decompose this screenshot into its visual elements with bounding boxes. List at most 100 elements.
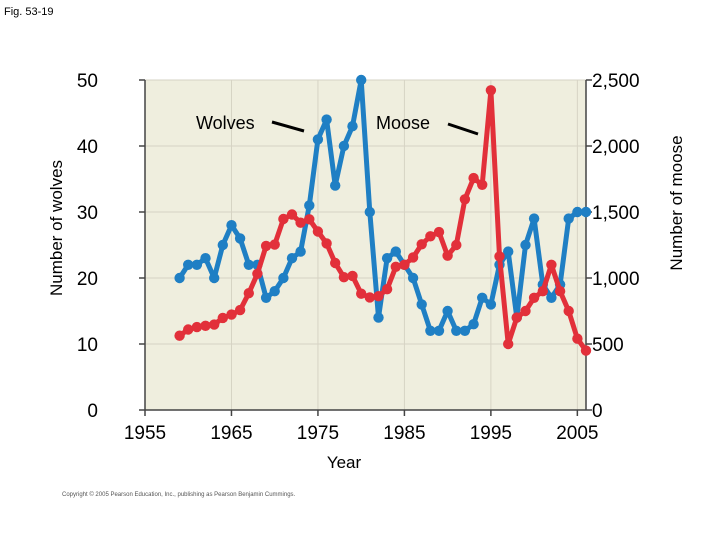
moose-point <box>433 226 445 238</box>
wolves-point <box>520 239 531 251</box>
series-moose <box>174 85 592 356</box>
moose-point <box>451 239 462 251</box>
moose-point <box>356 288 367 299</box>
moose-point <box>252 268 263 279</box>
wolves-point <box>390 246 401 257</box>
moose-annotation: Moose <box>376 113 479 136</box>
wolves-point <box>174 272 185 284</box>
wolves-point <box>364 206 375 218</box>
moose-point <box>546 259 557 270</box>
moose-point <box>226 309 237 320</box>
moose-point <box>243 288 254 299</box>
figure-label: Fig. 53-19 <box>4 6 54 18</box>
wolves-point <box>347 121 358 132</box>
y-tick-label-left: 20 <box>77 269 98 290</box>
y-axis-right-title: Number of moose <box>667 135 686 270</box>
moose-point <box>520 305 531 317</box>
wolves-point <box>338 140 350 152</box>
moose-point <box>269 239 280 250</box>
wolves-point <box>433 325 445 336</box>
y-tick-label-right: 500 <box>592 335 624 356</box>
y-tick-label-left: 40 <box>77 137 98 158</box>
moose-point <box>174 330 185 341</box>
wolves-point <box>260 292 272 303</box>
copyright-notice: Copyright © 2005 Pearson Education, Inc.… <box>62 492 296 498</box>
moose-point <box>425 231 436 242</box>
y-tick-label-left: 0 <box>87 401 98 422</box>
wolves-point <box>356 74 367 86</box>
moose-point <box>209 319 220 330</box>
wolves-point <box>373 312 384 323</box>
moose-point <box>217 312 228 324</box>
y-tick-label-right: 0 <box>592 401 603 422</box>
wolves-point <box>485 299 497 310</box>
x-tick-label: 2005 <box>556 423 598 444</box>
wolves-point <box>234 233 246 244</box>
wolves-point <box>217 239 228 251</box>
wolves-point <box>286 253 298 264</box>
moose-point <box>485 85 497 96</box>
wolves-point <box>459 325 471 336</box>
wolves-point <box>200 253 211 264</box>
moose-point <box>390 261 401 272</box>
moose-point <box>477 179 488 190</box>
moose-point <box>330 257 341 269</box>
moose-point <box>494 251 505 262</box>
wolves-point <box>580 206 592 218</box>
moose-point <box>278 213 289 225</box>
moose-point <box>459 194 471 205</box>
moose-point <box>442 250 453 261</box>
wolves-point <box>295 246 306 257</box>
moose-point <box>554 286 566 297</box>
moose-point <box>191 321 203 333</box>
moose-point <box>528 292 540 303</box>
moose-point <box>312 226 324 237</box>
wolves-point <box>451 325 462 336</box>
wolves-point <box>442 305 453 317</box>
moose-point <box>304 214 315 225</box>
wolves-point <box>528 213 540 224</box>
moose-annotation-pointer <box>447 122 479 136</box>
x-tick-label: 1955 <box>124 423 166 444</box>
y-tick-label-left: 30 <box>77 203 98 224</box>
wolves-point <box>304 200 315 211</box>
moose-point <box>580 345 592 356</box>
wolves-point <box>278 272 289 284</box>
wolves-point <box>312 134 324 145</box>
wolves-point <box>407 272 419 284</box>
y-tick-label-right: 1,000 <box>592 269 640 290</box>
wolves-point <box>269 286 280 297</box>
wolves-point <box>321 114 332 125</box>
wolves-point <box>546 292 557 303</box>
wolves-point <box>226 220 237 231</box>
moose-point <box>347 270 358 282</box>
moose-point <box>364 292 375 303</box>
moose-point <box>511 312 522 323</box>
wolves-point <box>477 292 488 303</box>
moose-point <box>321 238 332 249</box>
moose-point <box>468 172 479 184</box>
wolves-annotation-label: Wolves <box>196 113 255 133</box>
x-tick-label: 1995 <box>470 423 512 444</box>
y-tick-label-right: 2,000 <box>592 137 640 158</box>
moose-point <box>295 217 306 228</box>
wolves-point <box>243 259 254 270</box>
moose-point <box>286 209 298 220</box>
wolves-point <box>330 180 341 191</box>
wolves-point <box>191 259 203 270</box>
moose-point <box>407 252 419 263</box>
wolves-annotation: Wolves <box>196 113 305 133</box>
y-axis-left-title: Number of wolves <box>47 160 66 296</box>
x-tick-label: 1985 <box>383 423 425 444</box>
wolves-point <box>503 246 514 257</box>
wolves-point <box>572 206 583 218</box>
moose-point <box>563 305 574 317</box>
moose-point <box>183 324 194 335</box>
moose-point <box>399 259 410 270</box>
series-layer <box>174 74 592 356</box>
y-tick-label-left: 50 <box>77 71 98 92</box>
wolves-point <box>381 253 393 264</box>
wolves-point <box>416 299 427 310</box>
